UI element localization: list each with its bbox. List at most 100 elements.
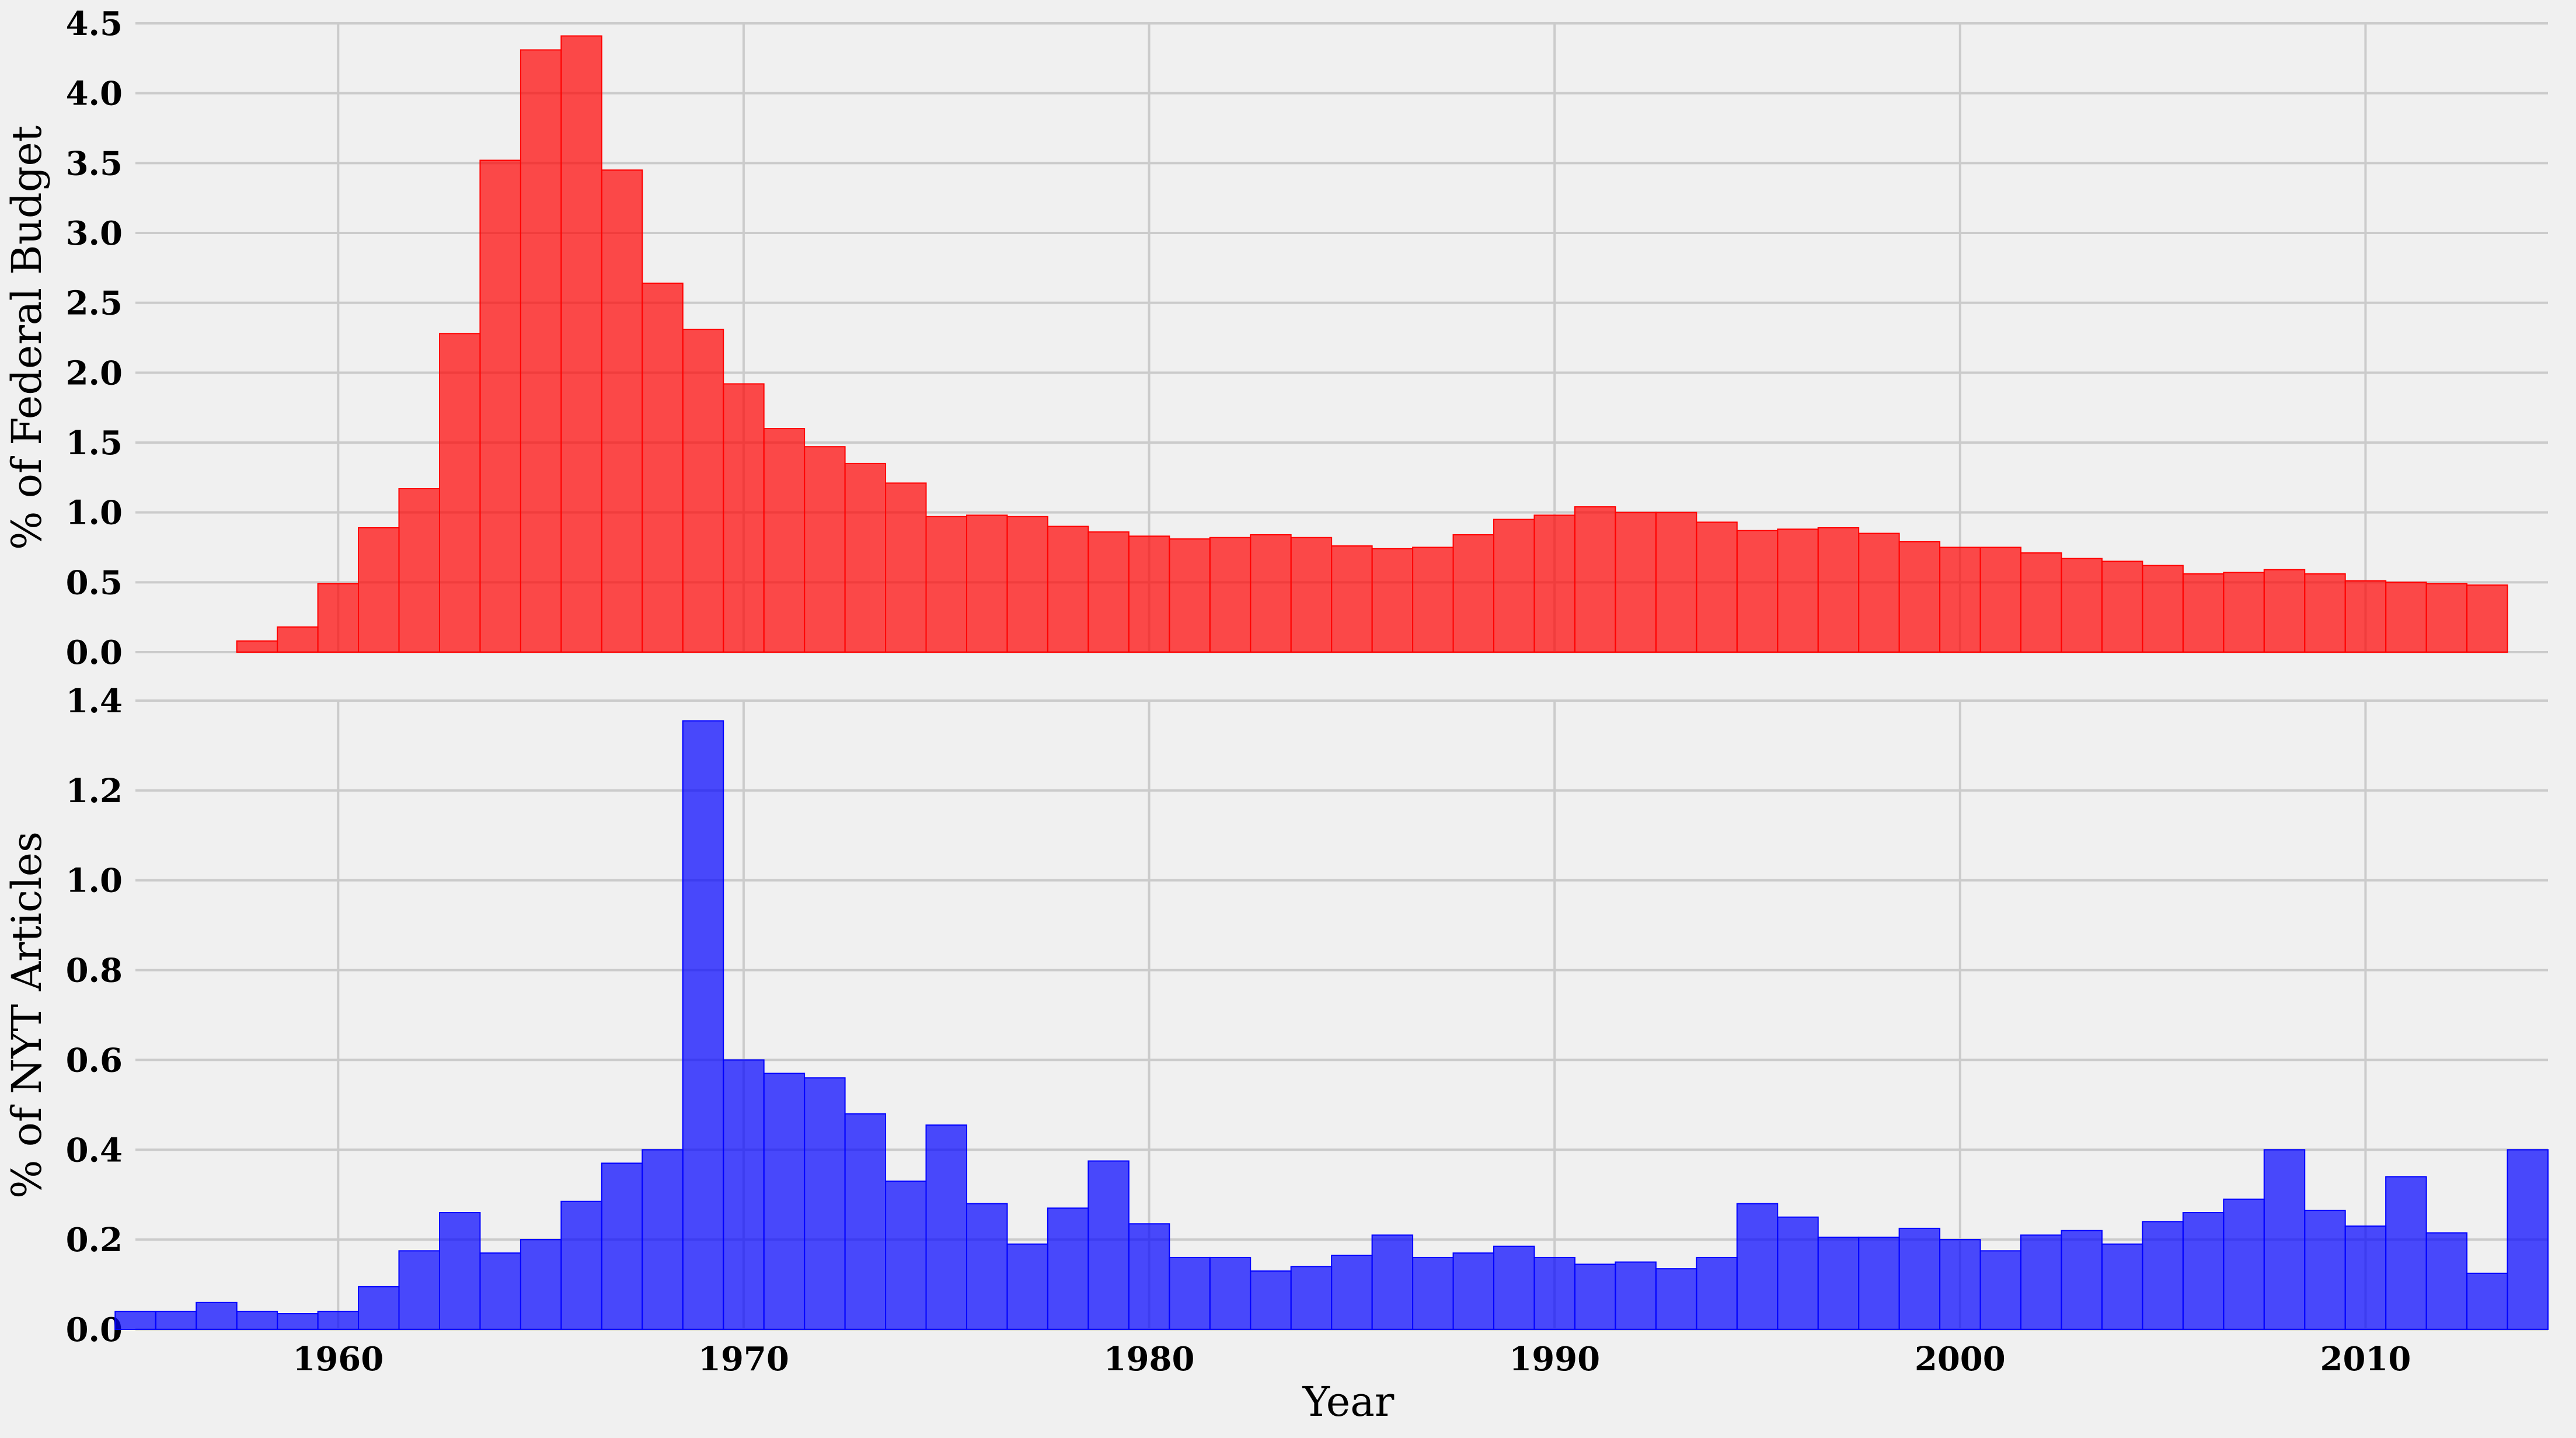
nyt-bar (1006, 1243, 1048, 1330)
nyt-bar (763, 1073, 806, 1331)
budget-bar (1047, 525, 1089, 653)
budget-bar (1615, 511, 1657, 653)
nyt-y-tick-label: 1.4 (66, 682, 123, 720)
nyt-bar (2061, 1230, 2103, 1330)
budget-y-tick-label: 4.5 (66, 5, 123, 43)
budget-bar (682, 329, 724, 653)
nyt-y-tick-label: 1.2 (66, 772, 123, 810)
nyt-bar (560, 1200, 602, 1331)
nyt-bar (1979, 1250, 2021, 1330)
nyt-bar (601, 1162, 643, 1330)
budget-bar (1209, 537, 1252, 653)
nyt-y-tick-label: 0.2 (66, 1221, 123, 1259)
nyt-x-tick-label: 1990 (1509, 1340, 1600, 1378)
budget-bar (560, 35, 602, 653)
budget-bar (1452, 534, 1494, 653)
nyt-y-tick-label: 0.0 (66, 1311, 123, 1349)
nyt-bar (2425, 1232, 2468, 1330)
budget-bar (2425, 583, 2468, 653)
nyt-bar (479, 1252, 521, 1330)
nyt-bar (155, 1311, 197, 1330)
budget-bar (2304, 573, 2346, 653)
budget-bar (2385, 582, 2427, 653)
nyt-bar (398, 1250, 440, 1330)
budget-bar (2142, 565, 2184, 653)
nyt-bar (804, 1077, 846, 1330)
nyt-bar (1331, 1255, 1373, 1331)
budget-bar (317, 583, 360, 653)
nyt-bar (1371, 1234, 1414, 1330)
nyt-bar (2020, 1234, 2062, 1330)
nyt-x-tick-label: 1970 (698, 1340, 789, 1378)
nyt-y-tick-label: 0.8 (66, 952, 123, 990)
nyt-bar (1169, 1256, 1211, 1331)
nyt-bar (1858, 1237, 1900, 1330)
budget-bar (1817, 527, 1860, 653)
nyt-bar (196, 1301, 238, 1330)
budget-bar (1979, 546, 2021, 653)
nyt-bar (1615, 1261, 1657, 1331)
budget-bar (1655, 511, 1697, 653)
nyt-bar (1817, 1237, 1860, 1330)
nyt-y-tick-label: 0.4 (66, 1131, 123, 1169)
nyt-articles-panel: 0.0 0.2 0.4 0.6 0.8 1.0 1.2 1.4 1960 1970 1980 1990… (3, 682, 2549, 1378)
nyt-bar (2142, 1221, 2184, 1330)
nyt-bar (2304, 1210, 2346, 1331)
nyt-bar (723, 1059, 765, 1331)
nyt-x-tick-label: 1980 (1104, 1340, 1195, 1378)
nyt-bar (1047, 1207, 1089, 1331)
budget-bar (1696, 521, 1738, 653)
budget-y-tick-label: 3.0 (66, 214, 123, 253)
budget-y-tick-label: 2.5 (66, 284, 123, 323)
nyt-bar (2223, 1198, 2265, 1331)
nyt-bar (2263, 1149, 2306, 1331)
budget-bar (2466, 584, 2508, 653)
budget-bar (479, 159, 521, 653)
nyt-x-tick-label: 2010 (2320, 1340, 2411, 1378)
nyt-bar (1736, 1203, 1779, 1331)
nyt-bar (1250, 1270, 1292, 1331)
budget-y-tick-label: 2.0 (66, 354, 123, 392)
budget-y-tick-label: 3.5 (66, 144, 123, 183)
budget-bar (965, 514, 1008, 653)
nyt-bar (2101, 1243, 2143, 1330)
budget-bar (2223, 572, 2265, 653)
nyt-bar (520, 1239, 562, 1330)
nyt-bar (965, 1203, 1008, 1331)
nyt-bar (1696, 1256, 1738, 1331)
nyt-bar (1777, 1216, 1819, 1330)
budget-bar (723, 383, 765, 653)
nyt-bar (1412, 1256, 1454, 1331)
nyt-bar (114, 1311, 156, 1330)
budget-bar (1250, 534, 1292, 653)
nyt-bar (2344, 1225, 2387, 1330)
nyt-bar (1290, 1266, 1333, 1331)
budget-bar (1574, 506, 1616, 653)
budget-bar (1858, 532, 1900, 653)
nyt-bar (317, 1311, 360, 1330)
budget-bar (1006, 516, 1048, 653)
nyt-bar (1452, 1252, 1494, 1330)
x-axis-title: Year (1302, 1378, 1395, 1426)
nyt-x-tick-label: 1960 (292, 1340, 384, 1378)
federal-budget-panel: 0.0 0.5 1.0 1.5 2.0 2.5 3.0 3.5 4.0 4.5 % of Feder… (3, 5, 2548, 672)
budget-bar (1939, 546, 1981, 653)
budget-bar (1290, 537, 1333, 653)
budget-bar (236, 640, 278, 653)
nyt-x-tick-label: 2000 (1915, 1340, 2006, 1378)
budget-bar (804, 446, 846, 653)
budget-y-tick-label: 1.0 (66, 494, 123, 532)
budget-bar (844, 462, 887, 653)
budget-bar (2020, 552, 2062, 653)
nyt-bar (236, 1311, 278, 1330)
budget-bar (2061, 558, 2103, 653)
nyt-bar (1493, 1245, 1535, 1330)
budget-y-tick-label: 0.0 (66, 633, 123, 672)
budget-y-axis-title: % of Federal Budget (3, 126, 51, 550)
budget-bar (1331, 545, 1373, 653)
budget-bar (763, 428, 806, 653)
budget-bar (2263, 569, 2306, 653)
budget-bar (358, 527, 400, 653)
budget-bar (277, 626, 319, 653)
